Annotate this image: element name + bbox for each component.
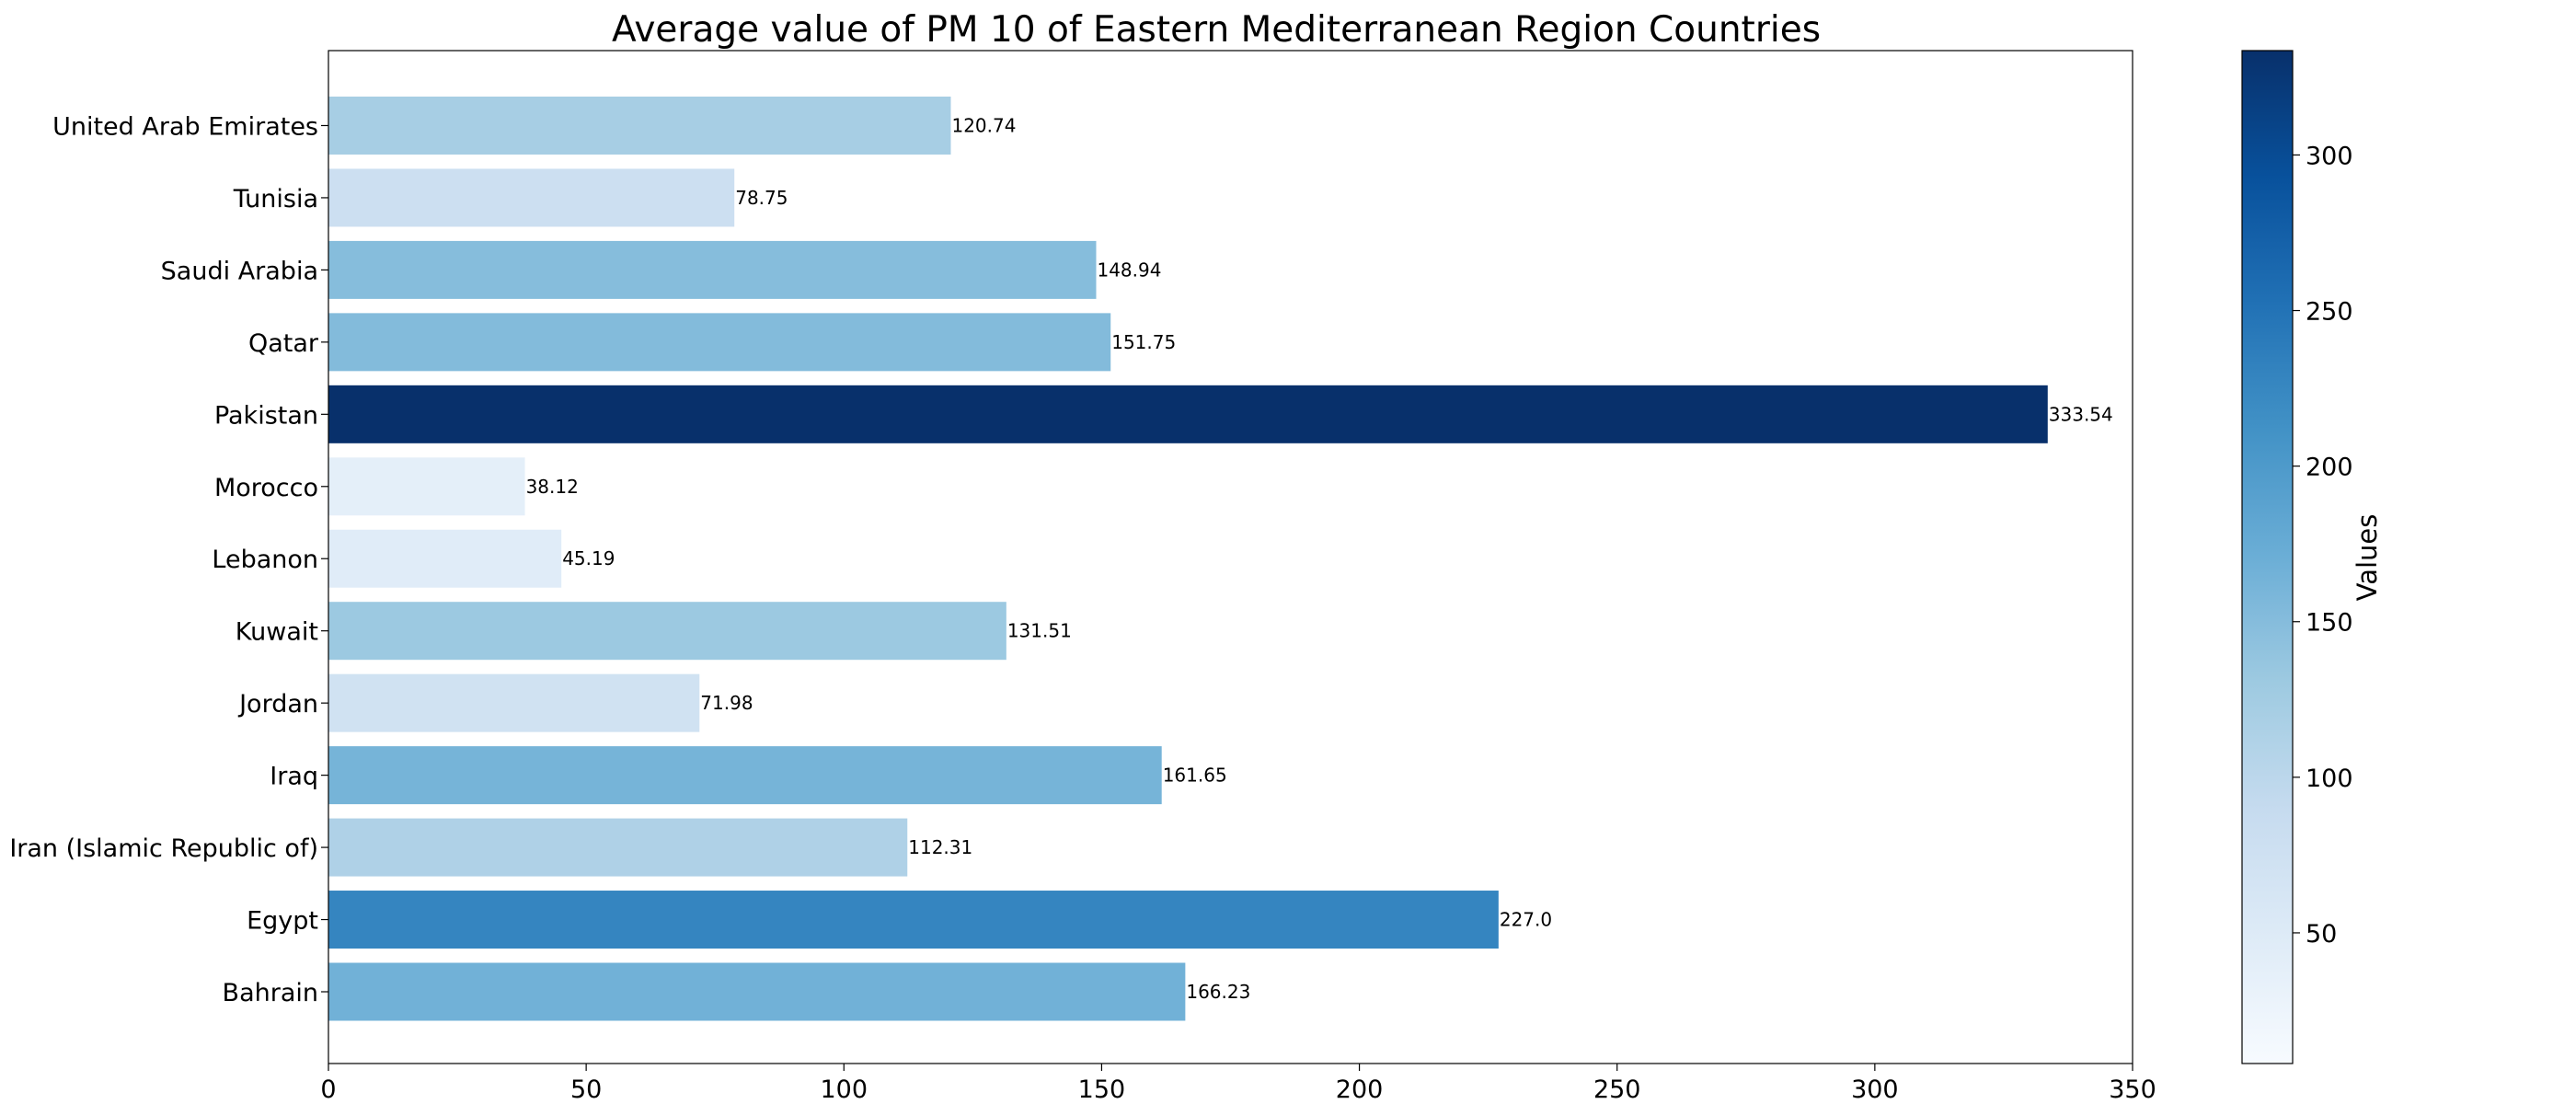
x-tick-label: 0	[320, 1075, 336, 1104]
y-tick-label: United Arab Emirates	[52, 112, 318, 141]
y-axis: Bahrain Egypt Iran (Islamic Republic of) Ir…	[9, 112, 328, 1007]
bar	[328, 891, 1499, 949]
colorbar: 50 100 150 200 250 300 Values	[2241, 50, 2383, 1064]
x-tick-label: 300	[1851, 1075, 1899, 1104]
colorbar-tick-label: 200	[2306, 454, 2353, 482]
data-label: 120.74	[951, 114, 1016, 136]
colorbar-tick-label: 300	[2306, 142, 2353, 170]
y-tick-label: Jordan	[237, 690, 318, 719]
data-label: 166.23	[1186, 981, 1250, 1003]
bar	[328, 962, 1186, 1021]
data-label: 112.31	[908, 836, 972, 858]
data-label: 151.75	[1111, 331, 1176, 353]
x-axis: 0 50 100 150 200 250 300 350	[320, 1064, 2156, 1104]
y-tick-label: Qatar	[248, 329, 319, 358]
bar	[328, 313, 1111, 372]
y-tick-label: Pakistan	[214, 401, 318, 430]
bar	[328, 96, 951, 155]
y-tick-label: Lebanon	[212, 546, 318, 574]
x-tick-label: 50	[570, 1075, 602, 1104]
colorbar-tick-label: 100	[2306, 765, 2353, 793]
colorbar-ticks: 50 100 150 200 250 300	[2293, 142, 2353, 949]
data-label: 333.54	[2049, 403, 2113, 425]
bar	[328, 168, 735, 227]
bar	[328, 457, 525, 516]
colorbar-tick-label: 150	[2306, 609, 2353, 638]
y-tick-label: Egypt	[247, 907, 318, 936]
x-tick-label: 250	[1593, 1075, 1641, 1104]
bar	[328, 385, 2048, 443]
bar	[328, 673, 700, 732]
chart-title: Average value of PM 10 of Eastern Medite…	[612, 9, 1821, 51]
data-label: 45.19	[562, 547, 615, 569]
bar	[328, 602, 1006, 661]
bar	[328, 240, 1097, 299]
data-label: 71.98	[700, 692, 753, 714]
x-tick-label: 350	[2109, 1075, 2156, 1104]
y-tick-label: Iraq	[270, 763, 318, 791]
colorbar-tick-label: 50	[2306, 920, 2337, 949]
data-label: 148.94	[1097, 259, 1161, 281]
colorbar-tick-label: 250	[2306, 298, 2353, 327]
bar	[328, 818, 908, 877]
plot-area	[328, 50, 2133, 1064]
x-tick-label: 200	[1336, 1075, 1384, 1104]
data-label: 38.12	[526, 476, 579, 498]
y-tick-label: Iran (Islamic Republic of)	[9, 834, 318, 863]
y-tick-label: Morocco	[214, 474, 318, 502]
bars: 166.23 227.0 112.31 161.65 71.98 131.51 45.19 3…	[328, 96, 2113, 1021]
colorbar-gradient	[2241, 50, 2294, 1064]
y-tick-label: Saudi Arabia	[161, 257, 318, 285]
data-label: 227.0	[1500, 909, 1552, 931]
colorbar-label: Values	[2352, 514, 2383, 602]
data-label: 161.65	[1163, 765, 1227, 787]
data-label: 131.51	[1007, 620, 1072, 642]
data-label: 78.75	[735, 187, 788, 209]
y-tick-label: Bahrain	[223, 979, 318, 1007]
y-tick-label: Kuwait	[236, 618, 318, 647]
bar	[328, 529, 562, 588]
bar	[328, 746, 1162, 805]
x-tick-label: 100	[821, 1075, 868, 1104]
y-tick-label: Tunisia	[233, 185, 318, 213]
x-tick-label: 150	[1078, 1075, 1126, 1104]
